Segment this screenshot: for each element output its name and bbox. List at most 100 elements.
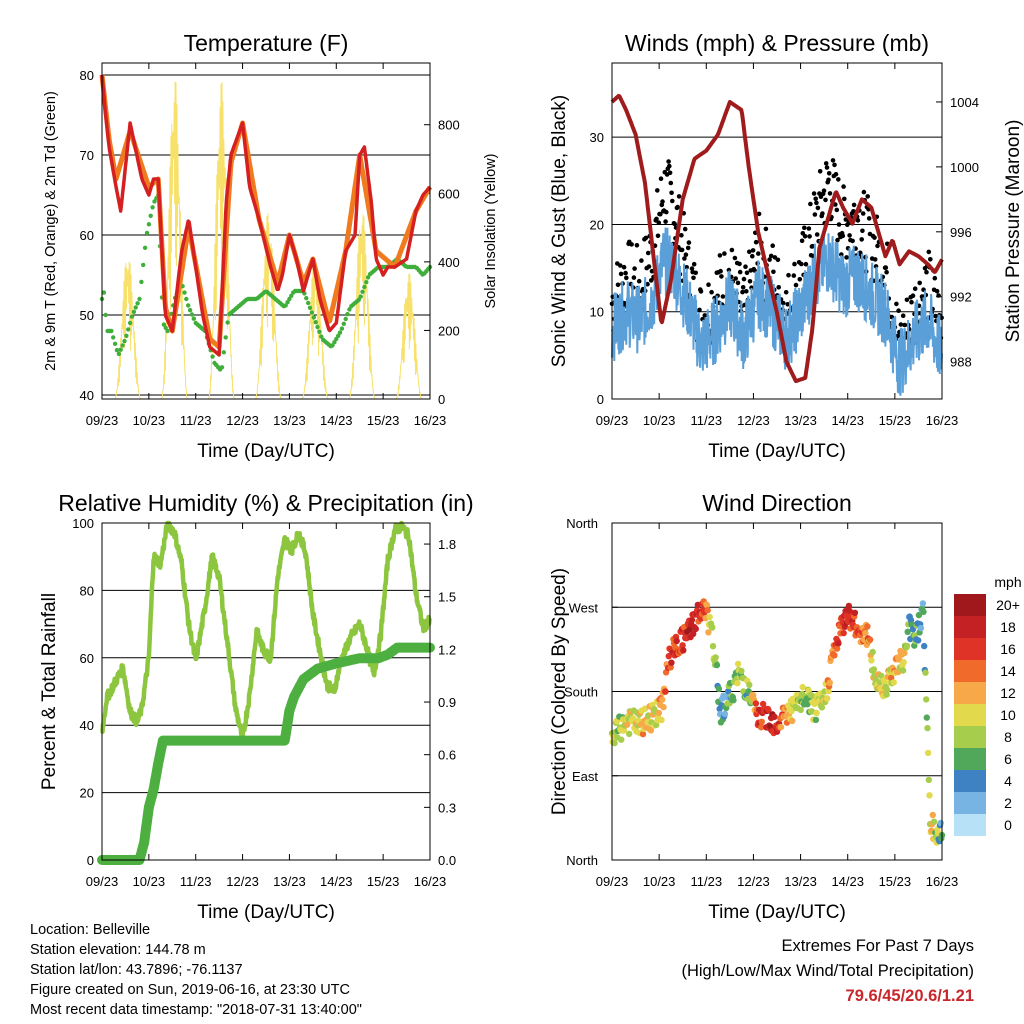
dewpoint-point (337, 330, 343, 335)
direction-point (845, 602, 853, 610)
dewpoint-point (139, 279, 144, 285)
y2-tick-label: 0.3 (438, 800, 456, 815)
extremes-subtitle: (High/Low/Max Wind/Total Precipitation) (681, 962, 974, 980)
precipitation-line (97, 642, 435, 865)
gust-point (624, 275, 629, 281)
gust-point (632, 266, 637, 271)
y2-tick-label: 996 (950, 225, 972, 240)
dewpoint-point (307, 305, 313, 310)
y2-tick-label: 0.6 (438, 748, 456, 763)
gust-point (833, 172, 839, 177)
gust-point (668, 180, 674, 186)
winds-pressure-panel: Winds (mph) & Pressure (mb) Time (Day/UTC… (549, 30, 1024, 462)
direction-point (620, 727, 628, 734)
gust-point (670, 198, 675, 204)
y-axis-label: 2m & 9m T (Red, Orange) & 2m Td (Green) (43, 91, 59, 371)
y-tick-label: West (569, 600, 599, 615)
direction-point (655, 709, 663, 717)
direction-point (734, 680, 741, 687)
x-tick-label: 11/23 (180, 874, 212, 889)
colorbar-swatch (954, 704, 986, 726)
direction-point (884, 686, 891, 694)
y-tick-label: 80 (80, 68, 94, 83)
y2-axis-label: Station Pressure (Maroon) (1003, 120, 1024, 343)
y2-tick-label: 1000 (950, 160, 979, 175)
dewpoint-point (161, 322, 167, 327)
gust-point (655, 233, 661, 239)
gust-point (900, 313, 906, 319)
direction-point (921, 642, 928, 650)
direction-point (929, 811, 936, 819)
direction-point (843, 612, 850, 619)
gust-point (823, 197, 828, 203)
gust-point (770, 243, 775, 248)
x-tick-label: 13/23 (273, 413, 306, 428)
direction-point (789, 717, 796, 725)
dewpoint-point (109, 328, 114, 334)
gust-point (865, 194, 870, 199)
direction-point (917, 624, 925, 632)
x-tick-label: 15/23 (367, 413, 400, 428)
gust-point (664, 209, 669, 215)
gust-point (656, 220, 662, 225)
gust-point (924, 269, 929, 275)
gust-point (861, 189, 867, 195)
gust-point (675, 204, 680, 210)
colorbar-label: 6 (1004, 751, 1012, 767)
gust-point (756, 251, 761, 256)
x-tick-label: 13/23 (784, 413, 817, 428)
direction-point (903, 642, 911, 650)
y-axis-label: Sonic Wind & Gust (Blue, Black) (549, 95, 570, 367)
plot-frame (101, 62, 431, 400)
direction-point (662, 688, 669, 695)
dewpoint-point (306, 300, 311, 306)
direction-point (705, 629, 712, 636)
y-tick-label: 20 (590, 217, 604, 232)
gust-point (835, 237, 840, 243)
x-tick-label: 16/23 (926, 413, 959, 428)
extremes-box: Extremes For Past 7 Days (High/Low/Max W… (681, 934, 974, 1009)
direction-point (813, 709, 820, 717)
gust-point (830, 158, 836, 163)
x-tick-label: 15/23 (367, 874, 400, 889)
gust-point (643, 235, 649, 241)
gust-point (912, 286, 918, 292)
colorbar-swatch (954, 748, 986, 770)
direction-point (919, 600, 927, 607)
gust-point (756, 211, 762, 217)
gust-point (811, 191, 817, 196)
gust-point (817, 169, 823, 174)
dewpoint-point (124, 333, 129, 338)
direction-point (937, 819, 944, 827)
gust-point (672, 221, 677, 227)
x-tick-label: 09/23 (596, 413, 629, 428)
x-axis-label: Time (Day/UTC) (197, 441, 335, 462)
y-tick-label: 0 (87, 853, 94, 868)
direction-point (709, 624, 716, 631)
gust-point (872, 257, 878, 262)
x-tick-label: 14/23 (831, 874, 864, 889)
y-tick-label: 100 (72, 516, 94, 531)
gust-point (645, 281, 650, 287)
gust-point (933, 313, 938, 319)
direction-point (709, 643, 717, 650)
station-info: Location: Belleville Station elevation: … (30, 920, 362, 1020)
elevation-text: Station elevation: 144.78 m (30, 942, 206, 958)
gust-point (813, 196, 818, 202)
gust-point (844, 255, 849, 260)
y-tick-label: 70 (80, 148, 94, 163)
chart-title: Wind Direction (702, 490, 852, 516)
dewpoint-point (334, 336, 339, 342)
dewpoint-point (330, 343, 335, 348)
x-tick-label: 16/23 (926, 874, 959, 889)
direction-point (826, 679, 833, 686)
direction-point (870, 666, 878, 673)
direction-point (900, 659, 907, 666)
gust-point (753, 239, 759, 245)
gust-point (824, 165, 830, 170)
gust-point (658, 211, 663, 217)
dewpoint-point (317, 329, 322, 334)
gust-point (836, 222, 842, 227)
gust-point (634, 243, 640, 248)
x-tick-label: 11/23 (690, 413, 722, 428)
